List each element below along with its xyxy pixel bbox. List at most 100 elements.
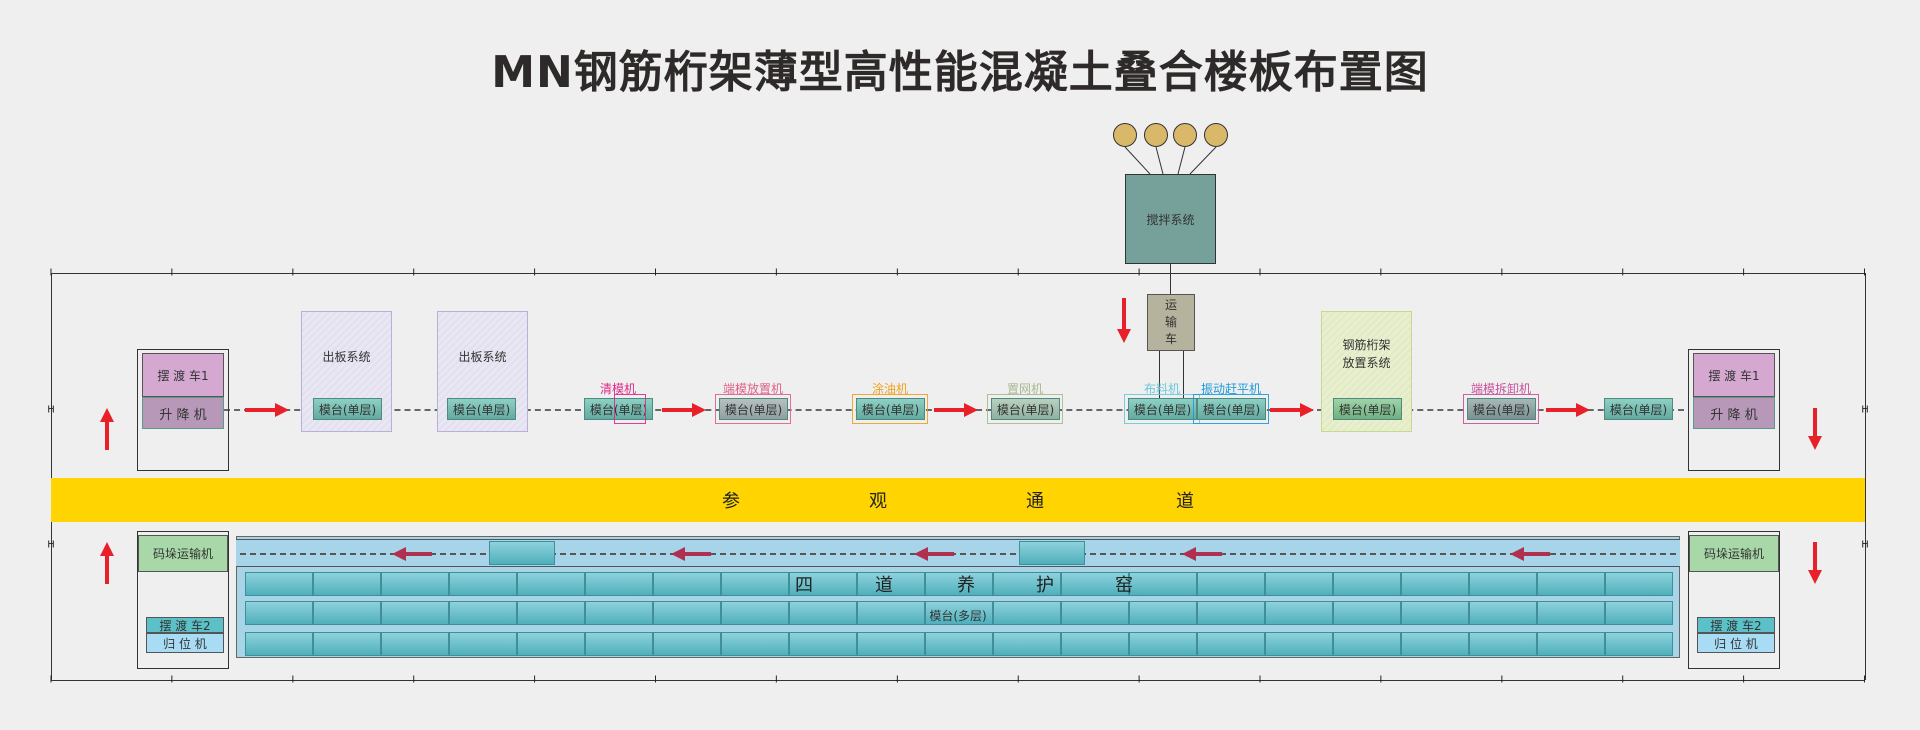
machine-label: 布料机 xyxy=(1143,382,1181,396)
silo-icon xyxy=(1204,123,1228,147)
kiln-cell xyxy=(1333,632,1401,656)
silo-icon xyxy=(1144,123,1168,147)
silo-pipes xyxy=(1124,146,1217,175)
return-track-line xyxy=(240,553,1676,555)
dimension-tick: I xyxy=(1379,674,1383,686)
kiln-cell xyxy=(721,601,789,625)
kiln-cell xyxy=(1401,601,1469,625)
kiln-cell xyxy=(789,632,857,656)
kiln-cell xyxy=(449,601,517,625)
kiln-cell xyxy=(449,632,517,656)
dimension-tick: I xyxy=(774,674,778,686)
kiln-cell xyxy=(313,632,381,656)
kiln-cell xyxy=(721,572,789,596)
kiln-cell xyxy=(1197,601,1265,625)
dimension-tick: H xyxy=(47,539,55,551)
dimension-tick: I xyxy=(533,267,537,279)
stacker-conveyor: 码垛运输机 xyxy=(1689,535,1779,572)
kiln-cell xyxy=(585,572,653,596)
kiln-cell xyxy=(1605,601,1673,625)
kiln-cell xyxy=(993,601,1061,625)
kiln-cell xyxy=(1605,572,1673,596)
dimension-tick: I xyxy=(291,267,295,279)
page-title: MN钢筋桁架薄型高性能混凝土叠合楼板布置图 xyxy=(491,47,1429,98)
aisle-char: 参 xyxy=(722,491,740,512)
arrow-left-icon xyxy=(671,547,711,561)
kiln-cell xyxy=(1605,632,1673,656)
kiln-cell xyxy=(245,601,313,625)
pallet-single-layer: 模台(单层) xyxy=(1197,398,1266,420)
return-machine: 归 位 机 xyxy=(1697,633,1775,653)
pallet-single-layer: 模台(单层) xyxy=(719,398,788,420)
arrow-right-icon xyxy=(662,403,706,417)
lift: 升 降 机 xyxy=(1693,397,1775,429)
dimension-tick: I xyxy=(533,674,537,686)
dimension-tick: I xyxy=(170,267,174,279)
mixer-connector xyxy=(1170,264,1171,294)
kiln-cell xyxy=(1469,601,1537,625)
kiln-cell xyxy=(857,601,925,625)
kiln-cell xyxy=(1265,632,1333,656)
machine-outline xyxy=(1124,394,1200,424)
dimension-tick: I xyxy=(1742,267,1746,279)
dimension-tick: H xyxy=(1861,539,1869,551)
kiln-char: 窑 xyxy=(1115,575,1133,596)
ferry-car-1: 摆 渡 车1 xyxy=(142,353,224,397)
kiln-cell xyxy=(517,601,585,625)
kiln-cell xyxy=(993,632,1061,656)
kiln-cell xyxy=(1129,572,1197,596)
dimension-tick: I xyxy=(774,267,778,279)
station-frame xyxy=(1688,531,1780,669)
mixer-system: 搅拌系统 xyxy=(1125,174,1216,264)
kiln-char: 护 xyxy=(1036,575,1054,596)
frame-bottom-line xyxy=(51,680,1865,681)
dimension-tick: I xyxy=(1016,267,1020,279)
cart-rail xyxy=(1183,351,1184,399)
kiln-cell xyxy=(1061,632,1129,656)
kiln-cell xyxy=(517,632,585,656)
dimension-tick: I xyxy=(1137,267,1141,279)
pallet-on-track xyxy=(489,541,555,565)
kiln-cell xyxy=(381,572,449,596)
dimension-tick: I xyxy=(1621,267,1625,279)
machine-outline xyxy=(715,394,791,424)
dimension-tick: I xyxy=(1863,267,1866,279)
kiln-cell xyxy=(1265,572,1333,596)
kiln-char: 养 xyxy=(957,575,975,596)
ferry-car-2: 摆 渡 车2 xyxy=(1697,617,1775,633)
visitor-aisle xyxy=(51,478,1865,522)
silo-icon xyxy=(1113,123,1137,147)
kiln-cell xyxy=(1061,601,1129,625)
kiln-cell xyxy=(313,572,381,596)
kiln-cell xyxy=(653,632,721,656)
kiln-cell xyxy=(925,632,993,656)
pallet-single-layer: 模台(单层) xyxy=(313,398,382,420)
dimension-tick: I xyxy=(654,267,657,279)
dimension-tick: I xyxy=(1258,674,1262,686)
pallet-single-layer: 模台(单层) xyxy=(856,398,925,420)
machine-label: 振动赶平机 xyxy=(1200,382,1262,396)
frame-left-line xyxy=(51,273,52,680)
kiln-cell xyxy=(1061,572,1129,596)
dimension-tick: I xyxy=(1742,674,1746,686)
kiln-cell xyxy=(449,572,517,596)
dimension-tick: H xyxy=(47,404,55,416)
arrow-left-icon xyxy=(1182,547,1222,561)
silo-icon xyxy=(1173,123,1197,147)
kiln-cell xyxy=(1197,572,1265,596)
machine-label: 置网机 xyxy=(1006,382,1044,396)
machine-outline xyxy=(1463,394,1539,424)
kiln-cell xyxy=(1129,601,1197,625)
station-frame xyxy=(137,349,229,471)
kiln-cell xyxy=(1537,601,1605,625)
kiln-char: 道 xyxy=(875,575,893,596)
stacker-conveyor: 码垛运输机 xyxy=(138,535,228,572)
dimension-tick: I xyxy=(1500,674,1504,686)
dimension-tick: I xyxy=(1621,674,1625,686)
kiln-char: 四 xyxy=(795,575,813,596)
arrow-left-icon xyxy=(392,547,432,561)
arrow-down-icon xyxy=(1808,408,1822,450)
dimension-tick: I xyxy=(895,674,899,686)
dimension-tick: H xyxy=(1861,404,1869,416)
kiln-cell xyxy=(857,632,925,656)
